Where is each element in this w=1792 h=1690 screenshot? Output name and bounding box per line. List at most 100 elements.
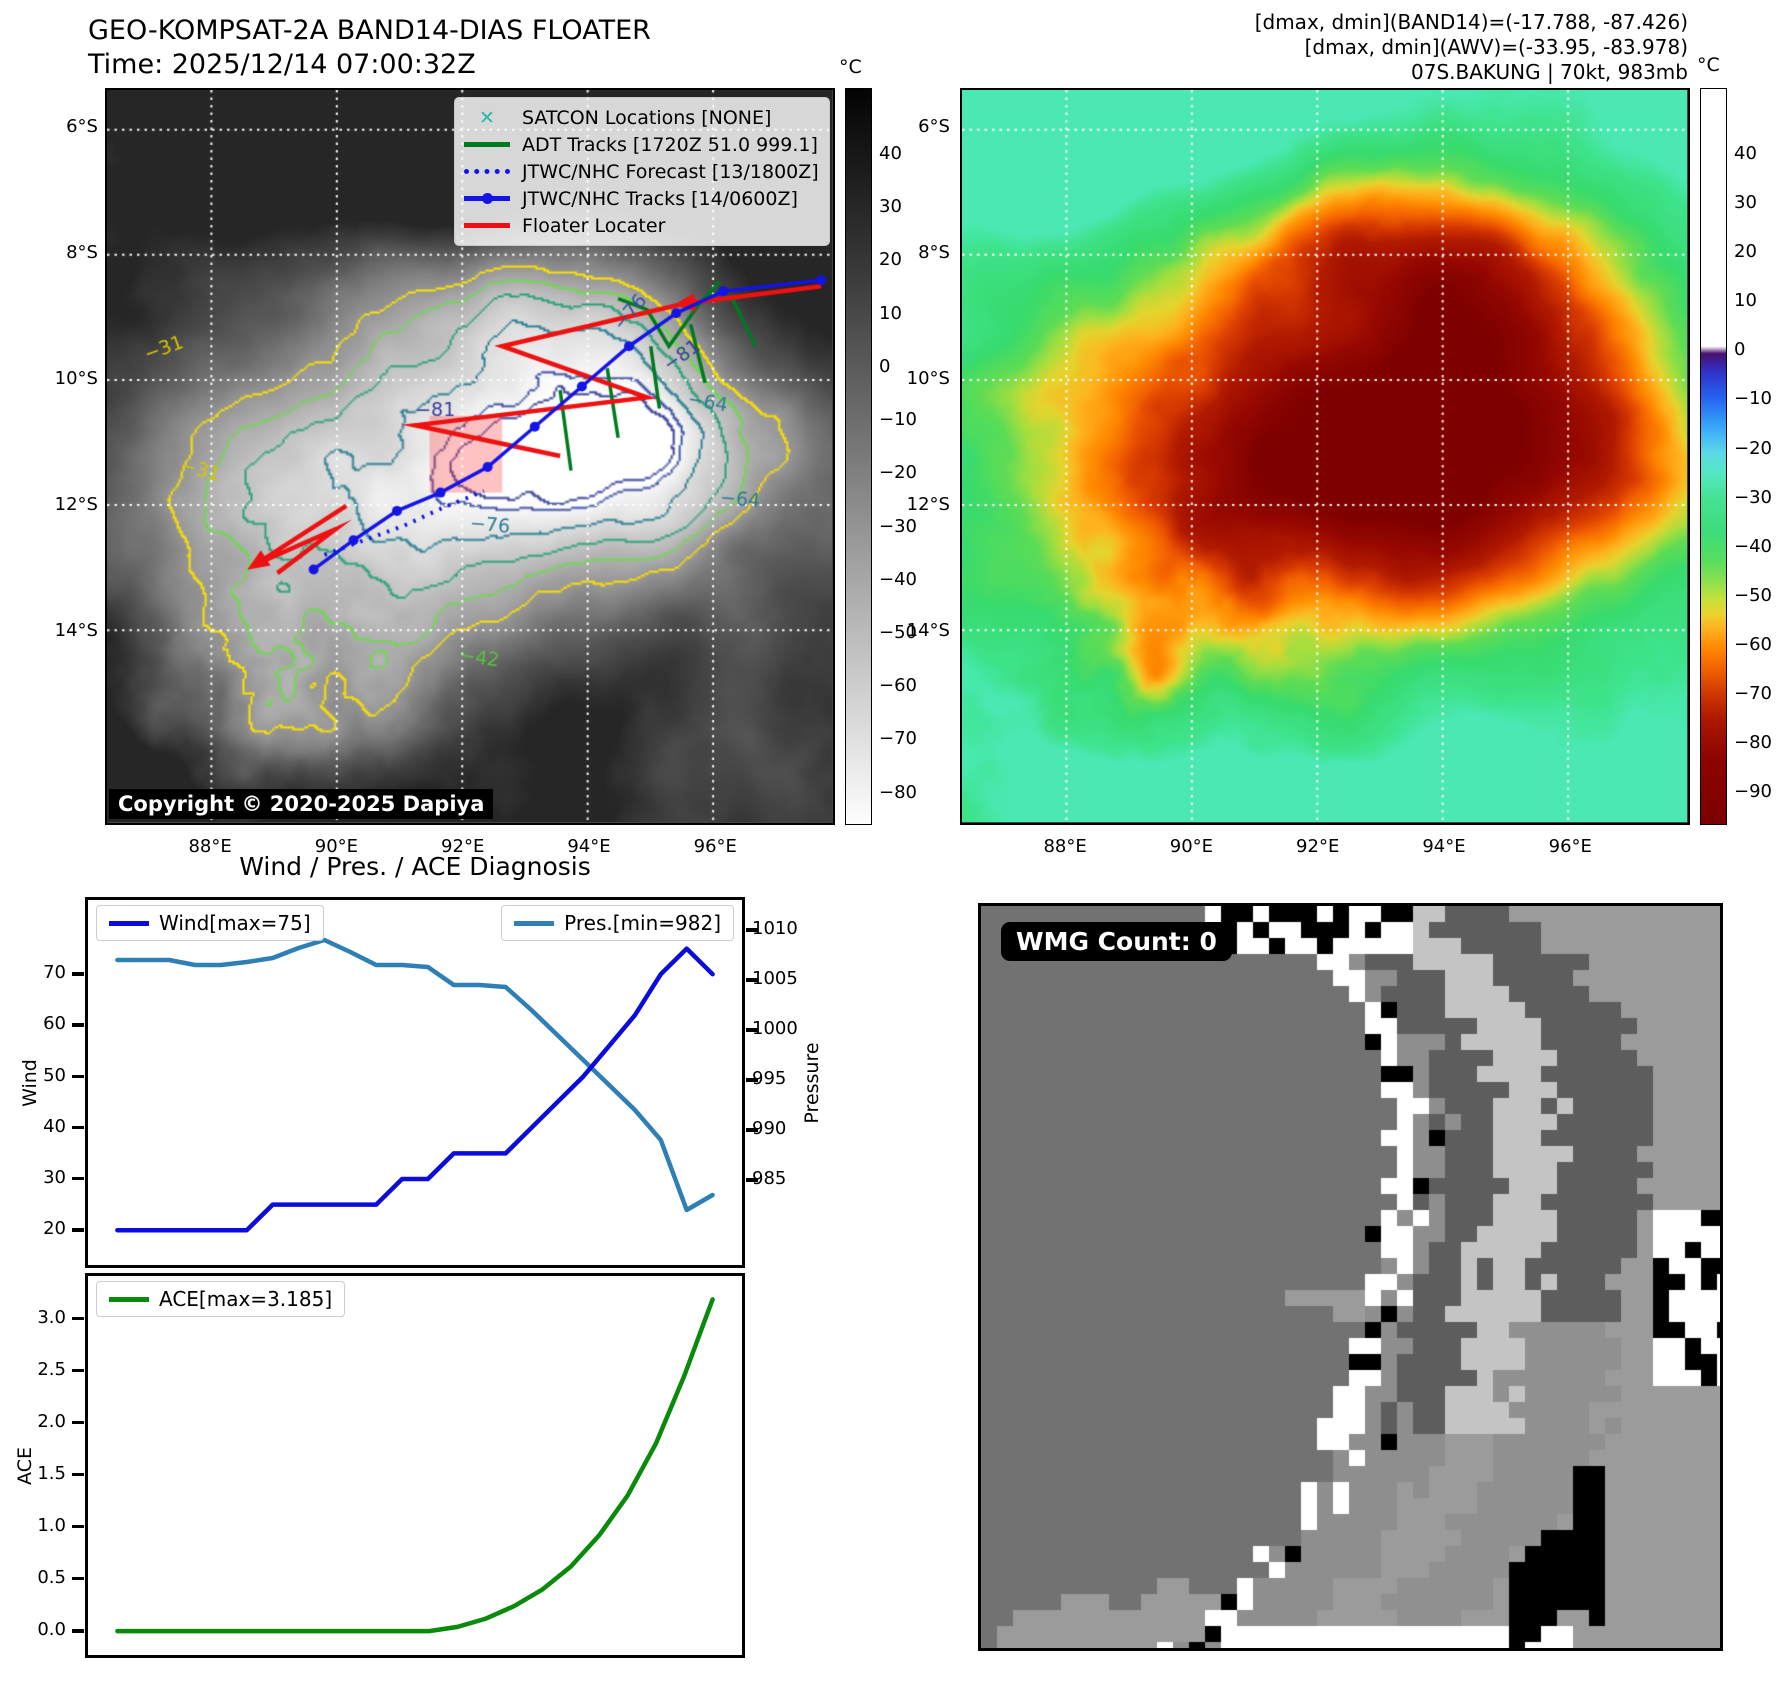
band14-colorbar-tick: 20 — [879, 249, 902, 271]
awv-colorbar-tick: 30 — [1734, 192, 1757, 214]
axis-tick-label: 1.5 — [37, 1462, 66, 1484]
awv-colorbar-unit: °C — [1697, 54, 1720, 76]
dotted-line-icon — [464, 169, 510, 174]
axis-tick-label: 990 — [752, 1118, 787, 1139]
series-line — [115, 946, 715, 1233]
wmg-count-badge: WMG Count: 0 — [1001, 922, 1232, 961]
axis-tick-label: 995 — [752, 1068, 787, 1089]
axis-tick-mark — [746, 1028, 758, 1032]
band14-title: GEO-KOMPSAT-2A BAND14-DIAS FLOATER Time:… — [88, 14, 651, 82]
map-legend-label: ADT Tracks [1720Z 51.0 999.1] — [522, 133, 818, 156]
line-icon — [464, 142, 510, 147]
band14-colorbar-tick: −50 — [879, 621, 917, 643]
awv-colorbar-tick: 20 — [1734, 241, 1757, 263]
x-marker-icon: ✕ — [461, 107, 513, 129]
awv-satellite-map — [960, 88, 1690, 825]
axis-tick-mark — [72, 1629, 84, 1633]
axis-tick-mark — [746, 1078, 758, 1082]
pressure-legend-swatch — [514, 920, 555, 926]
axis-tick-mark — [72, 1228, 84, 1232]
axis-tick-label: 1005 — [752, 968, 798, 989]
wind-legend-label: Wind[max=75] — [159, 911, 311, 935]
awv-colorbar-tick: 40 — [1734, 143, 1757, 165]
axis-tick-label: 30 — [43, 1166, 66, 1188]
band14-colorbar-tick: −60 — [879, 675, 917, 697]
map-legend-label: JTWC/NHC Forecast [13/1800Z] — [522, 160, 819, 183]
ace-legend-label: ACE[max=3.185] — [159, 1287, 333, 1311]
band14-colorbar-tick: 40 — [879, 143, 902, 165]
band14-colorbar-tick: −10 — [879, 409, 917, 431]
awv-colorbar — [1700, 88, 1727, 825]
axis-tick-label: 2.0 — [37, 1410, 66, 1432]
lat-tick-label: 12°S — [906, 493, 950, 515]
axis-tick-mark — [72, 1576, 84, 1581]
lat-tick-label: 14°S — [906, 619, 950, 641]
series-line — [115, 1297, 715, 1634]
awv-colorbar-tick: −20 — [1734, 437, 1772, 459]
lat-tick-label: 10°S — [54, 367, 98, 389]
dot-marker-icon — [481, 193, 493, 204]
band14-satellite-map: ✕ SATCON Locations [NONE] ADT Tracks [1720… — [105, 88, 835, 825]
axis-tick-label: 70 — [43, 962, 66, 984]
awv-header-line1: [dmax, dmin](BAND14)=(-17.788, -87.426) — [1254, 10, 1688, 34]
axis-tick-mark — [746, 978, 758, 982]
lat-tick-label: 10°S — [906, 367, 950, 389]
lon-tick-label: 96°E — [1548, 836, 1592, 857]
series-line — [115, 937, 715, 1213]
lat-tick-label: 6°S — [918, 116, 950, 138]
line-icon — [461, 223, 513, 228]
line-icon — [464, 223, 510, 228]
wind-axis-label: Wind — [19, 1059, 41, 1107]
band14-colorbar-tick: −70 — [879, 728, 917, 750]
x-marker-icon: ✕ — [479, 106, 495, 129]
lat-tick-label: 14°S — [54, 619, 98, 641]
line-with-dot-icon — [461, 193, 513, 204]
axis-tick-label: 0.5 — [37, 1566, 66, 1588]
pressure-legend-label: Pres.[min=982] — [564, 911, 721, 935]
wind-pressure-plot — [115, 937, 715, 1233]
axis-tick-mark — [72, 1074, 84, 1079]
axis-tick-mark — [72, 1472, 84, 1477]
axis-tick-mark — [72, 972, 84, 976]
line-icon — [461, 142, 513, 147]
axis-tick-label: 0.0 — [37, 1619, 66, 1641]
map-legend-item: Floater Locater — [461, 212, 819, 239]
copyright-badge: Copyright © 2020-2025 Dapiya — [109, 789, 494, 819]
band14-colorbar-tick: −40 — [879, 568, 917, 590]
band14-title-line1: GEO-KOMPSAT-2A BAND14-DIAS FLOATER — [88, 15, 651, 46]
axis-tick-mark — [72, 1125, 84, 1130]
lon-tick-label: 88°E — [188, 836, 232, 857]
pressure-axis-label: Pressure — [801, 1042, 823, 1124]
lon-tick-label: 96°E — [693, 836, 737, 857]
band14-colorbar-tick: 0 — [879, 355, 891, 377]
awv-colorbar-tick: −80 — [1734, 732, 1772, 754]
lat-tick-label: 8°S — [66, 241, 98, 263]
band14-colorbar-tick: −30 — [879, 515, 917, 537]
axis-tick-label: 20 — [43, 1218, 66, 1240]
awv-imagery-canvas — [962, 90, 1687, 822]
lon-tick-label: 94°E — [1422, 836, 1466, 857]
map-legend-item: JTWC/NHC Forecast [13/1800Z] — [461, 158, 819, 185]
axis-tick-mark — [72, 1176, 84, 1181]
axis-tick-label: 985 — [752, 1168, 787, 1189]
awv-colorbar-tick: −70 — [1734, 682, 1772, 704]
axis-tick-label: 1000 — [752, 1018, 798, 1039]
axis-tick-label: 1010 — [752, 918, 798, 939]
awv-colorbar-tick: 0 — [1734, 339, 1746, 361]
awv-colorbar-tick: −10 — [1734, 388, 1772, 410]
lat-tick-label: 6°S — [66, 116, 98, 138]
axis-tick-mark — [72, 1316, 84, 1321]
axis-tick-mark — [72, 1368, 84, 1373]
awv-header-line2: [dmax, dmin](AWV)=(-33.95, -83.978) — [1304, 35, 1688, 59]
lon-tick-label: 90°E — [314, 836, 359, 857]
lon-tick-label: 92°E — [441, 836, 485, 857]
axis-tick-label: 3.0 — [37, 1306, 66, 1328]
axis-tick-mark — [72, 1023, 84, 1027]
band14-colorbar-unit: °C — [839, 56, 862, 78]
axis-tick-mark — [72, 1524, 84, 1529]
wmg-panel: WMG Count: 0 — [978, 903, 1723, 1651]
axis-tick-label: 40 — [43, 1115, 66, 1137]
map-legend-item: ADT Tracks [1720Z 51.0 999.1] — [461, 131, 819, 158]
awv-colorbar-tick: −60 — [1734, 633, 1772, 655]
